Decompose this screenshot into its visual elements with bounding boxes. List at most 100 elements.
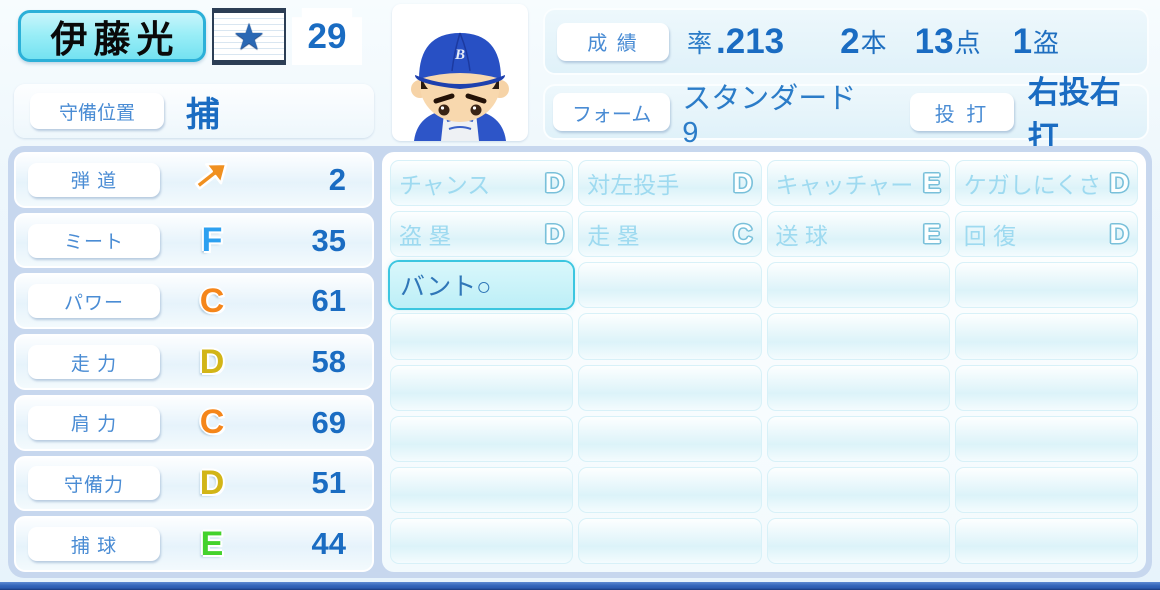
ability-cell-empty — [766, 262, 950, 309]
special-ability-label: バント○ — [400, 273, 492, 302]
ability-cell-stealing: 盗 塁 D — [390, 211, 574, 258]
ability-label: ケガしにくさ — [963, 172, 1102, 199]
throw-bat-label-pill: 投 打 — [910, 93, 1014, 131]
ability-grade: D — [1109, 218, 1130, 249]
bottom-divider-bar — [0, 582, 1160, 590]
uniform-number: 29 — [307, 16, 347, 56]
batting-average-value: .213 — [716, 21, 785, 61]
ability-label: 盗 塁 — [399, 223, 452, 250]
rbi-value: 13 — [914, 21, 954, 61]
home-run-unit: 本 — [860, 28, 887, 58]
ability-cell-empty — [578, 313, 762, 360]
ability-label: チャンス — [399, 172, 491, 199]
stat-value: 61 — [311, 283, 346, 319]
stolen-base-unit: 盗 — [1033, 28, 1060, 58]
ability-cell-empty — [390, 466, 574, 513]
throw-bat-value: 右投右打 — [1027, 75, 1121, 155]
stat-value: 51 — [311, 465, 346, 501]
baystars-star-flag-icon: ★ — [232, 15, 266, 57]
ability-grade: D — [544, 167, 565, 198]
ability-cell-empty — [390, 517, 574, 564]
stat-row-trajectory: 弾 道 2 — [14, 152, 374, 208]
stat-value: 58 — [311, 344, 346, 380]
stat-label-pill: 走 力 — [28, 345, 160, 380]
record-label-pill: 成 績 — [557, 22, 669, 61]
ability-cell-empty — [954, 313, 1138, 360]
stat-row-arm: 肩 力 C 69 — [14, 394, 374, 451]
player-name: 伊藤光 — [50, 19, 180, 60]
stat-row-catching: 捕 球 E 44 — [14, 516, 374, 573]
ability-cell-empty — [578, 364, 762, 411]
svg-text:B: B — [454, 47, 465, 63]
ability-cell-baserunning: 走 塁 C — [578, 211, 762, 258]
home-run-value: 2 — [840, 21, 860, 61]
uniform-number-badge: 29 — [292, 8, 362, 65]
ability-label: 対左投手 — [587, 172, 680, 199]
ability-label: 回 復 — [963, 223, 1017, 250]
ability-cell-throwing: 送 球 E — [766, 211, 950, 258]
position-label-pill: 守備位置 — [30, 93, 164, 129]
ability-label: 送 球 — [775, 223, 828, 250]
stat-value: 44 — [311, 526, 346, 562]
ability-cell-empty — [954, 517, 1138, 564]
grade-letter: C — [199, 281, 225, 320]
ability-cell-empty — [766, 364, 950, 411]
ability-cell-durability: ケガしにくさ D — [954, 160, 1138, 207]
ability-cell-empty — [578, 415, 762, 462]
stat-value: 69 — [311, 404, 346, 440]
stat-value: 2 — [328, 161, 346, 197]
player-avatar-card: B — [392, 4, 528, 141]
ability-cell-empty — [390, 313, 574, 360]
ability-cell-empty — [954, 466, 1138, 513]
ability-cell-empty — [954, 364, 1138, 411]
stat-row-fielding: 守備力 D 51 — [14, 455, 374, 512]
ability-grade: E — [922, 218, 941, 249]
ability-label: 走 塁 — [587, 223, 640, 250]
record-card: 成 績 率 .213 2 本 13 点 1 盗 — [543, 8, 1149, 75]
stat-row-meet: ミート F 35 — [14, 212, 374, 269]
ability-grade: D — [1109, 167, 1130, 198]
stat-label-pill: パワー — [28, 284, 160, 319]
ability-cell-empty — [578, 517, 762, 564]
grade-letter: D — [199, 342, 225, 381]
stat-label-pill: 肩 力 — [28, 405, 160, 440]
player-name-card: 伊藤光 — [18, 10, 206, 62]
stat-label-pill: 弾 道 — [28, 162, 160, 197]
ability-label: キャッチャー — [775, 172, 914, 199]
ability-cell-empty — [390, 415, 574, 462]
ability-cell-recovery: 回 復 D — [954, 211, 1138, 258]
grade-letter: C — [199, 403, 225, 442]
stat-row-speed: 走 力 D 58 — [14, 334, 374, 390]
ability-grade: D — [544, 218, 565, 249]
grade-letter: F — [201, 221, 223, 260]
ability-cell-empty — [766, 313, 950, 360]
ability-cell-empty — [578, 466, 762, 513]
stat-row-power: パワー C 61 — [14, 273, 374, 330]
ability-cell-empty — [766, 415, 950, 462]
ability-grade: E — [922, 167, 941, 198]
rbi-unit: 点 — [954, 28, 981, 58]
form-card: フォーム スタンダード9 投 打 右投右打 — [543, 75, 1149, 155]
ability-cell-empty — [766, 466, 950, 513]
ability-cell-empty — [578, 262, 762, 309]
batting-average-label: 率 — [687, 29, 713, 58]
form-value: スタンダード9 — [682, 82, 857, 149]
position-value: 捕 — [186, 95, 220, 134]
form-label-pill: フォーム — [553, 93, 671, 131]
ability-cell-empty — [390, 364, 574, 411]
ability-cell-chance: チャンス D — [390, 160, 574, 207]
stolen-base-value: 1 — [1012, 21, 1033, 61]
stat-label-pill: ミート — [28, 223, 160, 258]
grade-letter: D — [199, 463, 225, 502]
ability-grade: C — [733, 218, 753, 249]
ability-grade: D — [733, 167, 753, 198]
ability-cell-empty — [766, 517, 950, 564]
batting-stats-panel: 弾 道 2 ミート F 35 パワー C 61 走 力 D — [14, 152, 374, 573]
abilities-grid: チャンス D 対左投手 D キャッチャー E ケガしにくさ D 盗 塁 D 走 … — [382, 152, 1146, 572]
ability-cell-empty — [954, 415, 1138, 462]
grade-letter: E — [200, 524, 224, 563]
stat-value: 35 — [311, 222, 346, 258]
ability-cell-empty — [954, 262, 1138, 309]
stat-label-pill: 守備力 — [28, 466, 160, 501]
